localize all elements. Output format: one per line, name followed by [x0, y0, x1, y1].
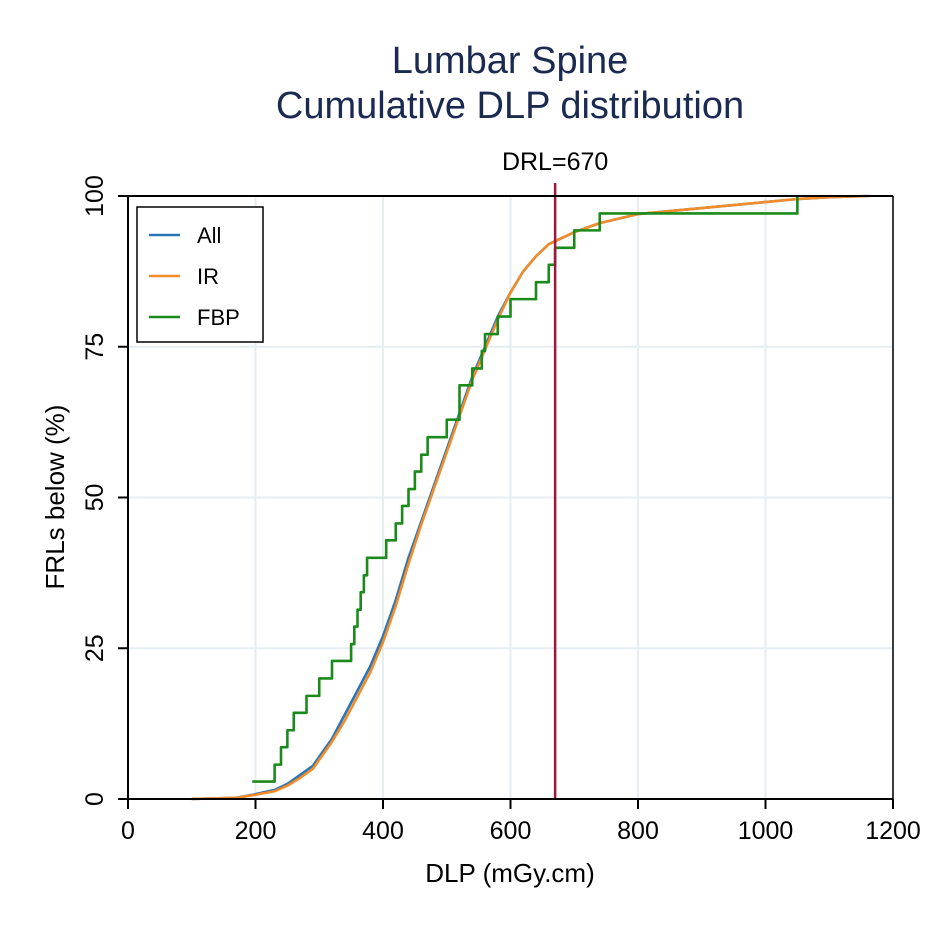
- chart-subtitle: Cumulative DLP distribution: [276, 85, 744, 127]
- y-tick-label-4: 100: [81, 175, 109, 217]
- chart-title: Lumbar Spine: [392, 40, 629, 82]
- y-tick-label-3: 75: [81, 333, 109, 361]
- y-tick-label-2: 50: [81, 484, 109, 512]
- drl-label: DRL=670: [502, 148, 608, 176]
- x-tick-label-6: 1200: [865, 817, 921, 845]
- y-axis-label: FRLs below (%): [40, 405, 70, 590]
- legend-label-fbp: FBP: [197, 305, 240, 330]
- series-ir-line: [191, 194, 871, 801]
- legend-label-ir: IR: [197, 264, 219, 289]
- x-tick-label-2: 400: [362, 817, 404, 845]
- y-axis-ticks: 0 25 50 75 100: [81, 175, 128, 806]
- legend-box: [136, 206, 264, 343]
- x-tick-label-0: 0: [121, 817, 135, 845]
- legend: All IR FBP: [136, 206, 264, 343]
- series-fbp-line: [252, 196, 799, 783]
- y-tick-label-1: 25: [81, 634, 109, 662]
- legend-label-all: All: [197, 223, 221, 248]
- x-tick-label-3: 600: [490, 817, 532, 845]
- x-tick-label-1: 200: [235, 817, 277, 845]
- series-lines: [191, 194, 871, 801]
- x-axis-ticks: 0 200 400 600 800 1000 1200: [121, 799, 921, 845]
- y-tick-label-0: 0: [81, 792, 109, 806]
- x-tick-label-4: 800: [617, 817, 659, 845]
- x-axis-label: DLP (mGy.cm): [425, 858, 594, 888]
- x-tick-label-5: 1000: [738, 817, 794, 845]
